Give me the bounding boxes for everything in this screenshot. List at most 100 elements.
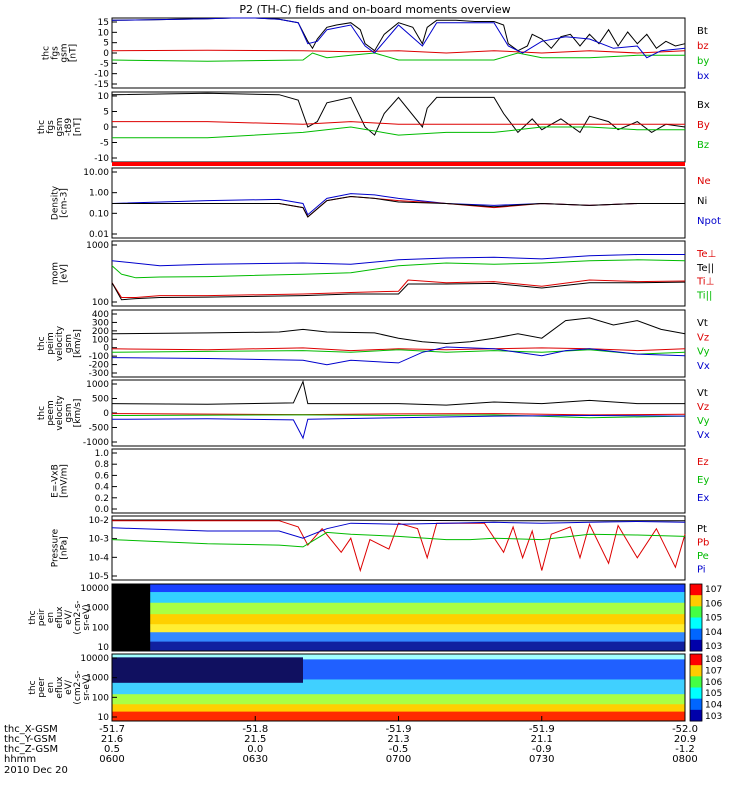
temperature-legend-Ti⊥: Ti⊥ xyxy=(696,277,714,288)
fgs-dsl-ylabel: fgs xyxy=(46,120,56,134)
peer-spec-colorbar-label: 103 xyxy=(705,712,722,722)
efield-ylabel: [mV/m] xyxy=(60,464,70,498)
velocity-peem-legend-Vy: Vy xyxy=(697,416,710,427)
fgs-dsl-ytick-label: 10 xyxy=(98,92,110,102)
fgs-ytick-label: 5 xyxy=(103,39,109,49)
peir-spec-ylabel: sr-eV) xyxy=(82,604,92,630)
peer-spec-colorbar-label: 107 xyxy=(705,666,722,676)
peer-spec-colorbar-segment xyxy=(690,709,702,722)
density-ytick-label: 0.01 xyxy=(89,230,109,240)
fgs-dsl-legend-Bz: Bz xyxy=(697,140,709,151)
velocity-peim-series-Vy xyxy=(111,349,686,355)
temperature-ylabel: mom xyxy=(51,262,61,285)
peir-spec-band xyxy=(112,602,685,615)
pressure-series-Pt xyxy=(112,519,685,522)
peer-spec-ylabel: sr-eV) xyxy=(82,674,92,700)
xaxis-row-label: thc_Y-GSM xyxy=(4,734,56,745)
peir-spec-ylabel: (cm2-s- xyxy=(73,600,83,634)
velocity-peim-ylabel: thc xyxy=(37,336,47,350)
peer-spec-ytick-label: 1000 xyxy=(86,674,109,684)
peer-spec-band xyxy=(112,679,685,695)
xaxis-row-value: -1.2 xyxy=(675,744,695,755)
xaxis-row-value: 0.0 xyxy=(247,744,263,755)
density-series-Ni xyxy=(112,195,685,218)
pressure-legend-Pb: Pb xyxy=(697,538,709,549)
velocity-peim-legend-Vy: Vy xyxy=(697,347,710,358)
peir-spec-colorbar-label: 103 xyxy=(705,642,722,652)
peer-spec-band xyxy=(112,694,685,705)
efield-legend-Ez: Ez xyxy=(697,457,709,468)
peer-spec-ytick-label: 10 xyxy=(98,713,110,723)
velocity-peim-frame xyxy=(111,309,686,378)
efield-ytick-label: 0.2 xyxy=(95,494,109,504)
fgs-dsl-series-Bz xyxy=(112,126,685,139)
efield-ytick-label: 1.0 xyxy=(95,449,110,459)
velocity-peim-ytick-label: 0 xyxy=(103,344,109,354)
velocity-peem-series-Vz xyxy=(111,413,686,416)
xaxis-row-value: -0.9 xyxy=(532,744,552,755)
velocity-peim-ylabel: [km/s] xyxy=(73,329,83,358)
velocity-peim-ylabel: peim xyxy=(46,332,56,355)
peir-spec-colorbar-segment xyxy=(690,606,702,618)
peir-spec-spectrogram xyxy=(112,584,685,652)
velocity-peim-series-Vx xyxy=(111,346,686,366)
velocity-peim-legend-Vz: Vz xyxy=(697,332,709,343)
pressure-legend-Pt: Pt xyxy=(697,524,707,535)
page-title: P2 (TH-C) fields and on-board moments ov… xyxy=(239,3,510,16)
peer-spec-ylabel: thc xyxy=(28,680,38,694)
peer-spec-ylabel: en xyxy=(46,682,56,693)
xaxis-row-value: -51.7 xyxy=(99,724,125,735)
peir-spec-band xyxy=(112,641,685,652)
peir-spec-colorbar-segment xyxy=(690,617,702,630)
fgs-ytick-label: 15 xyxy=(98,18,109,28)
peir-spec-band xyxy=(112,624,685,633)
xaxis-row-value: 21.1 xyxy=(531,734,553,745)
fgs-dsl-frame xyxy=(111,91,686,163)
peir-spec-colorbar-segment xyxy=(690,639,702,652)
velocity-peem-series-Vy xyxy=(111,414,686,419)
fgs-ylabel: thc xyxy=(42,46,52,60)
temperature-frame xyxy=(111,240,686,307)
velocity-peem-frame xyxy=(111,379,686,447)
velocity-peem-ylabel: [km/s] xyxy=(73,399,83,428)
fgs-legend-by: by xyxy=(697,56,709,67)
flag-bar xyxy=(112,162,685,166)
peir-spec-ylabel: en xyxy=(46,612,56,623)
density-legend-Ni: Ni xyxy=(697,196,707,207)
fgs-ytick-label: -15 xyxy=(94,80,109,90)
velocity-peem-ylabel: peem xyxy=(46,400,56,426)
velocity-peim-legend-Vx: Vx xyxy=(697,361,710,372)
peer-spec-colorbar-label: 108 xyxy=(705,655,722,665)
pressure-series-Pe xyxy=(111,531,686,548)
fgs-ytick-label: -10 xyxy=(94,70,109,80)
peir-spec-band xyxy=(112,584,151,651)
density-legend-Npot: Npot xyxy=(697,216,721,227)
peer-spec-ylabel: eflux xyxy=(55,676,65,699)
pressure-frame xyxy=(111,515,686,581)
velocity-peem-series-Vx xyxy=(111,414,686,440)
fgs-dsl-ytick-label: 0 xyxy=(103,123,109,133)
efield-frame xyxy=(111,448,686,514)
peer-spec-colorbar-segment xyxy=(690,687,702,700)
temperature-legend-Te⊥: Te⊥ xyxy=(696,249,716,260)
peir-spec-colorbar-segment xyxy=(690,628,702,641)
fgs-series-by xyxy=(111,52,685,62)
peir-spec-ylabel: peir xyxy=(37,608,47,626)
xaxis-row-value: 20.9 xyxy=(674,734,696,745)
velocity-peem-legend-Vx: Vx xyxy=(697,430,710,441)
temperature-series-Ti|| xyxy=(111,259,686,279)
xaxis-row-label: thc_Z-GSM xyxy=(4,744,58,755)
fgs-ylabel: [nT] xyxy=(69,44,79,62)
peir-spec-band xyxy=(112,592,685,604)
peer-spec-ylabel: (cm2-s- xyxy=(73,670,83,704)
xaxis-row-label: hhmm xyxy=(4,754,36,765)
velocity-peem-legend-Vz: Vz xyxy=(697,402,709,413)
peer-spec-ytick-label: 10000 xyxy=(80,654,109,664)
velocity-peem-ylabel: thc xyxy=(37,406,47,420)
velocity-peem-ylabel: gsm xyxy=(64,403,74,422)
efield-ytick-label: 0.4 xyxy=(95,483,110,493)
density-legend-Ne: Ne xyxy=(697,176,711,187)
fgs-ylabel: fgs xyxy=(51,46,61,60)
pressure-series-Pi xyxy=(111,520,686,539)
velocity-peem-ylabel: velocity xyxy=(55,395,65,431)
